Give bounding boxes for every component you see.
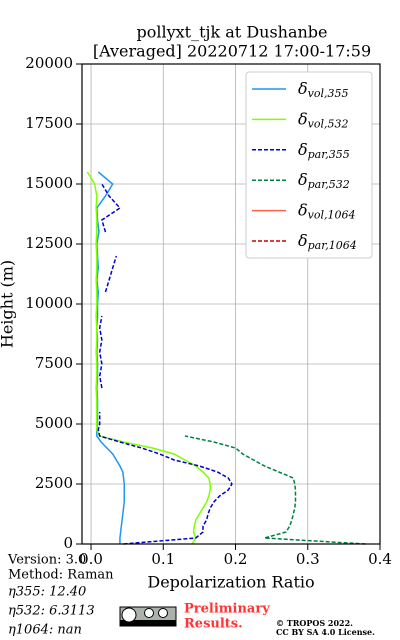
license-text: CC BY SA 4.0 License. xyxy=(276,627,375,637)
stamp-text: Preliminary xyxy=(184,602,270,617)
info-text: Method: Raman xyxy=(8,568,114,583)
y-tick-label: 10000 xyxy=(25,294,73,312)
legend-label: δpar,532 xyxy=(298,170,350,192)
y-tick-label: 5000 xyxy=(35,414,73,432)
license-text: © TROPOS 2022. xyxy=(276,618,353,628)
y-tick-label: 12500 xyxy=(25,234,73,252)
cc-logo xyxy=(119,606,177,627)
x-tick-label: 0.0 xyxy=(79,550,103,568)
profile-line xyxy=(184,435,366,545)
legend-label: δvol,355 xyxy=(298,79,349,101)
stamp-text: Results. xyxy=(184,617,243,632)
profile-line xyxy=(86,171,211,545)
x-tick-label: 0.4 xyxy=(368,550,392,568)
chart-subtitle: [Averaged] 20220712 17:00-17:59 xyxy=(93,42,371,61)
y-tick-label: 20000 xyxy=(25,54,73,72)
legend: δvol,355 δvol,532 δpar,355 δpar,532 δvol,106… xyxy=(245,71,373,259)
y-axis-label: Height (m) xyxy=(0,260,17,348)
info-text: η1064: nan xyxy=(8,623,82,638)
legend-label: δpar,1064 xyxy=(298,231,357,253)
profile-line xyxy=(97,183,233,545)
chart-title: pollyxt_tjk at Dushanbe xyxy=(136,23,327,42)
x-tick-label: 0.1 xyxy=(151,550,175,568)
legend-label: δvol,532 xyxy=(298,109,349,130)
x-axis-label: Depolarization Ratio xyxy=(147,573,314,592)
y-tick-label: 7500 xyxy=(35,354,73,372)
legend-label: δpar,355 xyxy=(298,139,350,161)
y-tick-label: 15000 xyxy=(25,174,73,192)
y-tick-label: 0 xyxy=(63,534,73,552)
info-text: Version: 3.0 xyxy=(7,553,86,568)
x-tick-label: 0.3 xyxy=(296,550,320,568)
plot-frame xyxy=(81,63,381,545)
x-tick-label: 0.2 xyxy=(224,550,248,568)
info-text: η532: 6.3113 xyxy=(8,604,95,619)
y-tick-label: 2500 xyxy=(35,474,73,492)
legend-label: δvol,1064 xyxy=(298,200,356,222)
y-tick-label: 17500 xyxy=(25,114,73,132)
info-text: η355: 12.40 xyxy=(8,585,86,600)
legend-box xyxy=(245,71,373,259)
